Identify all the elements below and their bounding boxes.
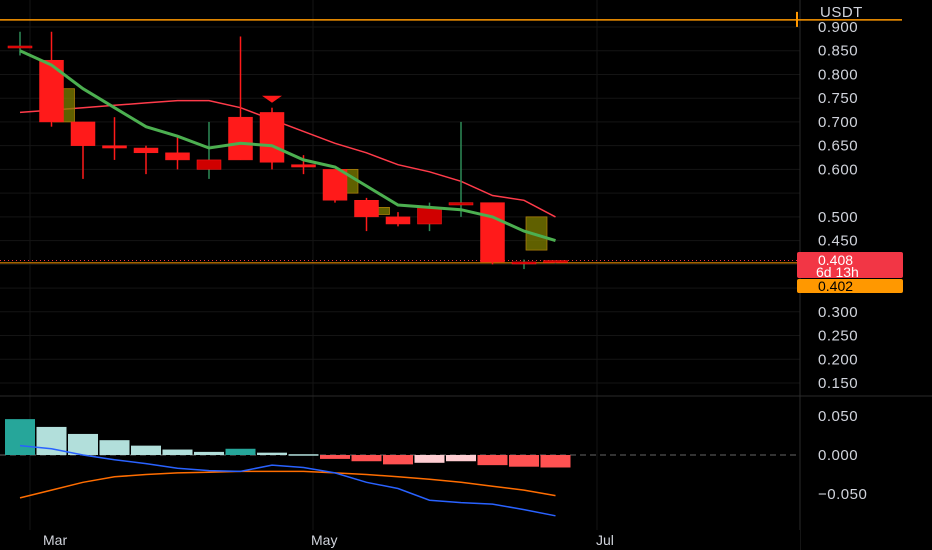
macd-tick-label: 0.000 bbox=[818, 447, 858, 464]
candle[interactable] bbox=[103, 146, 127, 148]
histogram-bar bbox=[320, 455, 350, 459]
histogram-bar bbox=[509, 455, 539, 467]
price-tick-label: 0.600 bbox=[818, 161, 858, 178]
macd-tick-label: 0.050 bbox=[818, 408, 858, 425]
histogram-bar bbox=[352, 455, 382, 461]
candle[interactable] bbox=[166, 153, 190, 160]
histogram-bar bbox=[131, 446, 161, 455]
price-tick-label: 0.300 bbox=[818, 304, 858, 321]
time-axis-band bbox=[0, 530, 800, 550]
candle[interactable] bbox=[512, 262, 536, 264]
time-tick-label: Jul bbox=[596, 532, 614, 548]
histogram-bar bbox=[163, 450, 193, 455]
histogram-bar bbox=[541, 455, 571, 467]
histogram-bar bbox=[257, 453, 287, 455]
price-tick-label: 0.450 bbox=[818, 233, 858, 250]
currency-label: USDT bbox=[820, 4, 863, 21]
last-price-badge: 0.408 6d 13h bbox=[797, 252, 903, 280]
candle[interactable] bbox=[229, 117, 253, 160]
price-tick-label: 0.250 bbox=[818, 328, 858, 345]
price-tick-label: 0.150 bbox=[818, 375, 858, 392]
price-tick-label: 0.650 bbox=[818, 138, 858, 155]
time-tick-label: May bbox=[311, 532, 337, 548]
candle[interactable] bbox=[71, 122, 95, 146]
histogram-bar bbox=[100, 440, 130, 455]
price-tick-label: 0.700 bbox=[818, 114, 858, 131]
candle[interactable] bbox=[544, 261, 568, 263]
histogram-bar bbox=[446, 455, 476, 461]
price-tick-label: 0.850 bbox=[818, 43, 858, 60]
histogram-bar bbox=[194, 452, 224, 455]
histogram-bar bbox=[289, 454, 319, 456]
candle[interactable] bbox=[134, 148, 158, 153]
price-tick-label: 0.750 bbox=[818, 90, 858, 107]
candle[interactable] bbox=[292, 165, 316, 167]
candle[interactable] bbox=[449, 203, 473, 205]
histogram-bar bbox=[383, 455, 413, 464]
time-tick-label: Mar bbox=[43, 532, 67, 548]
candle[interactable] bbox=[323, 169, 347, 200]
histogram-bar bbox=[5, 419, 35, 455]
histogram-bar bbox=[478, 455, 508, 465]
price-tick-label: 0.800 bbox=[818, 66, 858, 83]
price-tick-label: 0.500 bbox=[818, 209, 858, 226]
macd-tick-label: −0.050 bbox=[818, 486, 867, 503]
price-tick-label: 0.200 bbox=[818, 351, 858, 368]
histogram-bar bbox=[68, 434, 98, 455]
candle[interactable] bbox=[197, 160, 221, 169]
candle[interactable] bbox=[481, 203, 505, 262]
candle[interactable] bbox=[355, 200, 379, 217]
histogram-bar bbox=[226, 449, 256, 455]
candle[interactable] bbox=[418, 207, 442, 224]
time-axis[interactable]: Mar May Jul bbox=[0, 530, 800, 550]
histogram-bar bbox=[415, 455, 445, 463]
candle[interactable] bbox=[8, 46, 32, 48]
support-badge: 0.402 bbox=[797, 278, 903, 294]
price-tick-label: 0.900 bbox=[818, 19, 858, 36]
candle[interactable] bbox=[386, 217, 410, 224]
support-price-text: 0.402 bbox=[818, 278, 853, 294]
candle[interactable] bbox=[260, 112, 284, 162]
